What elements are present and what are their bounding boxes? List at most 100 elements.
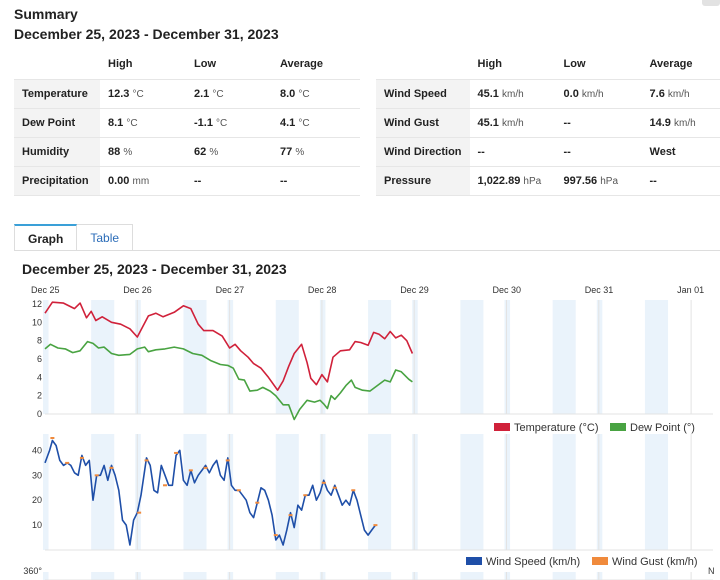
legend-swatch bbox=[466, 557, 482, 565]
temperature-line bbox=[44, 301, 414, 391]
x-tick-label: Dec 28 bbox=[308, 285, 337, 295]
table-header-high: High bbox=[100, 50, 186, 80]
cell-low: 2.1 °C bbox=[186, 79, 272, 109]
night-band bbox=[596, 572, 603, 580]
cell-low: -- bbox=[186, 166, 272, 196]
cell-low: 62 % bbox=[186, 137, 272, 167]
y-tick-label: 10 bbox=[32, 520, 42, 530]
night-band bbox=[504, 572, 511, 580]
table-row: Humidity 88 % 62 % 77 % bbox=[14, 137, 360, 167]
legend-swatch bbox=[494, 423, 510, 431]
summary-table-left: High Low Average Temperature 12.3 °C 2.1… bbox=[14, 50, 360, 196]
night-band bbox=[43, 572, 49, 580]
night-band bbox=[227, 300, 234, 414]
cell-low: -1.1 °C bbox=[186, 108, 272, 138]
y-tick-label: 360° bbox=[23, 566, 42, 576]
night-band bbox=[43, 434, 49, 550]
scrollbar-thumb[interactable] bbox=[702, 0, 720, 6]
cell-low: 997.56 hPa bbox=[555, 166, 642, 196]
cell-low: -- bbox=[555, 137, 642, 167]
summary-table-right: High Low Average Wind Speed 45.1 km/h 0.… bbox=[376, 50, 720, 196]
table-row: Precipitation 0.00 mm -- -- bbox=[14, 166, 360, 196]
y-tick-label: 0 bbox=[37, 409, 42, 419]
cell-average: West bbox=[641, 137, 720, 167]
row-label: Wind Gust bbox=[376, 108, 470, 138]
cell-low: -- bbox=[555, 108, 642, 138]
night-band bbox=[504, 300, 511, 414]
night-band bbox=[43, 300, 49, 414]
table-header-average: Average bbox=[641, 50, 720, 80]
night-band bbox=[504, 434, 511, 550]
table-row: Temperature 12.3 °C 2.1 °C 8.0 °C bbox=[14, 79, 360, 109]
y-tick-label: 10 bbox=[32, 317, 42, 327]
night-band bbox=[596, 300, 603, 414]
y-tick-label: 30 bbox=[32, 470, 42, 480]
row-label: Precipitation bbox=[14, 166, 100, 196]
night-band bbox=[135, 434, 141, 550]
legend-swatch bbox=[592, 557, 608, 565]
table-row: Wind Speed 45.1 km/h 0.0 km/h 7.6 km/h bbox=[376, 79, 720, 109]
cell-high: 12.3 °C bbox=[100, 79, 186, 109]
table-header-low: Low bbox=[186, 50, 272, 80]
night-band bbox=[275, 572, 299, 580]
y-tick-label: 20 bbox=[32, 495, 42, 505]
legend-label: Temperature (°C) bbox=[514, 422, 598, 434]
row-label: Wind Direction bbox=[376, 137, 470, 167]
x-tick-label: Dec 31 bbox=[585, 285, 614, 295]
compass-n-label: N bbox=[708, 566, 715, 576]
table-header-empty bbox=[376, 50, 470, 80]
night-band bbox=[275, 434, 299, 550]
tab-graph[interactable]: Graph bbox=[14, 224, 78, 251]
night-band bbox=[183, 434, 207, 550]
y-tick-label: 4 bbox=[37, 372, 42, 382]
cell-high: 8.1 °C bbox=[100, 108, 186, 138]
table-header-average: Average bbox=[272, 50, 360, 80]
cell-average: -- bbox=[641, 166, 720, 196]
x-tick-label: Jan 01 bbox=[677, 285, 704, 295]
tab-divider bbox=[14, 250, 720, 251]
cell-average: 7.6 km/h bbox=[641, 79, 720, 109]
night-band bbox=[91, 434, 115, 550]
night-band bbox=[644, 434, 669, 550]
table-row: Wind Direction -- -- West bbox=[376, 137, 720, 167]
night-band bbox=[460, 434, 484, 550]
cell-high: 45.1 km/h bbox=[469, 79, 556, 109]
cell-low: 0.0 km/h bbox=[555, 79, 642, 109]
table-header-high: High bbox=[469, 50, 556, 80]
cell-average: 14.9 km/h bbox=[641, 108, 720, 138]
cell-high: -- bbox=[469, 137, 556, 167]
night-band bbox=[412, 572, 418, 580]
table-row: Dew Point 8.1 °C -1.1 °C 4.1 °C bbox=[14, 108, 360, 138]
graph-title: December 25, 2023 - December 31, 2023 bbox=[22, 261, 287, 277]
row-label: Humidity bbox=[14, 137, 100, 167]
row-label: Pressure bbox=[376, 166, 470, 196]
table-row: Wind Gust 45.1 km/h -- 14.9 km/h bbox=[376, 108, 720, 138]
dew-point-line bbox=[44, 340, 413, 421]
x-tick-label: Dec 27 bbox=[216, 285, 245, 295]
night-band bbox=[275, 300, 299, 414]
table-row: Pressure 1,022.89 hPa 997.56 hPa -- bbox=[376, 166, 720, 196]
cell-high: 0.00 mm bbox=[100, 166, 186, 196]
night-band bbox=[368, 434, 392, 550]
cell-average: 4.1 °C bbox=[272, 108, 360, 138]
tab-table[interactable]: Table bbox=[77, 224, 134, 251]
night-band bbox=[227, 434, 234, 550]
row-label: Dew Point bbox=[14, 108, 100, 138]
night-band bbox=[183, 572, 207, 580]
night-band bbox=[552, 434, 576, 550]
y-tick-label: 6 bbox=[37, 354, 42, 364]
cell-high: 1,022.89 hPa bbox=[469, 166, 556, 196]
night-band bbox=[227, 572, 234, 580]
night-band bbox=[596, 434, 603, 550]
night-band bbox=[552, 300, 576, 414]
night-band bbox=[552, 572, 576, 580]
night-band bbox=[412, 434, 418, 550]
x-tick-label: Dec 26 bbox=[123, 285, 152, 295]
row-label: Temperature bbox=[14, 79, 100, 109]
legend-label: Dew Point (°) bbox=[630, 422, 695, 434]
cell-average: 8.0 °C bbox=[272, 79, 360, 109]
weather-charts: Dec 25 Dec 26 Dec 27 Dec 28 Dec 29 Dec 30 Dec … bbox=[23, 285, 715, 580]
summary-title: Summary bbox=[14, 6, 78, 22]
y-tick-label: 2 bbox=[37, 391, 42, 401]
legend-label: Wind Gust (km/h) bbox=[612, 556, 698, 568]
